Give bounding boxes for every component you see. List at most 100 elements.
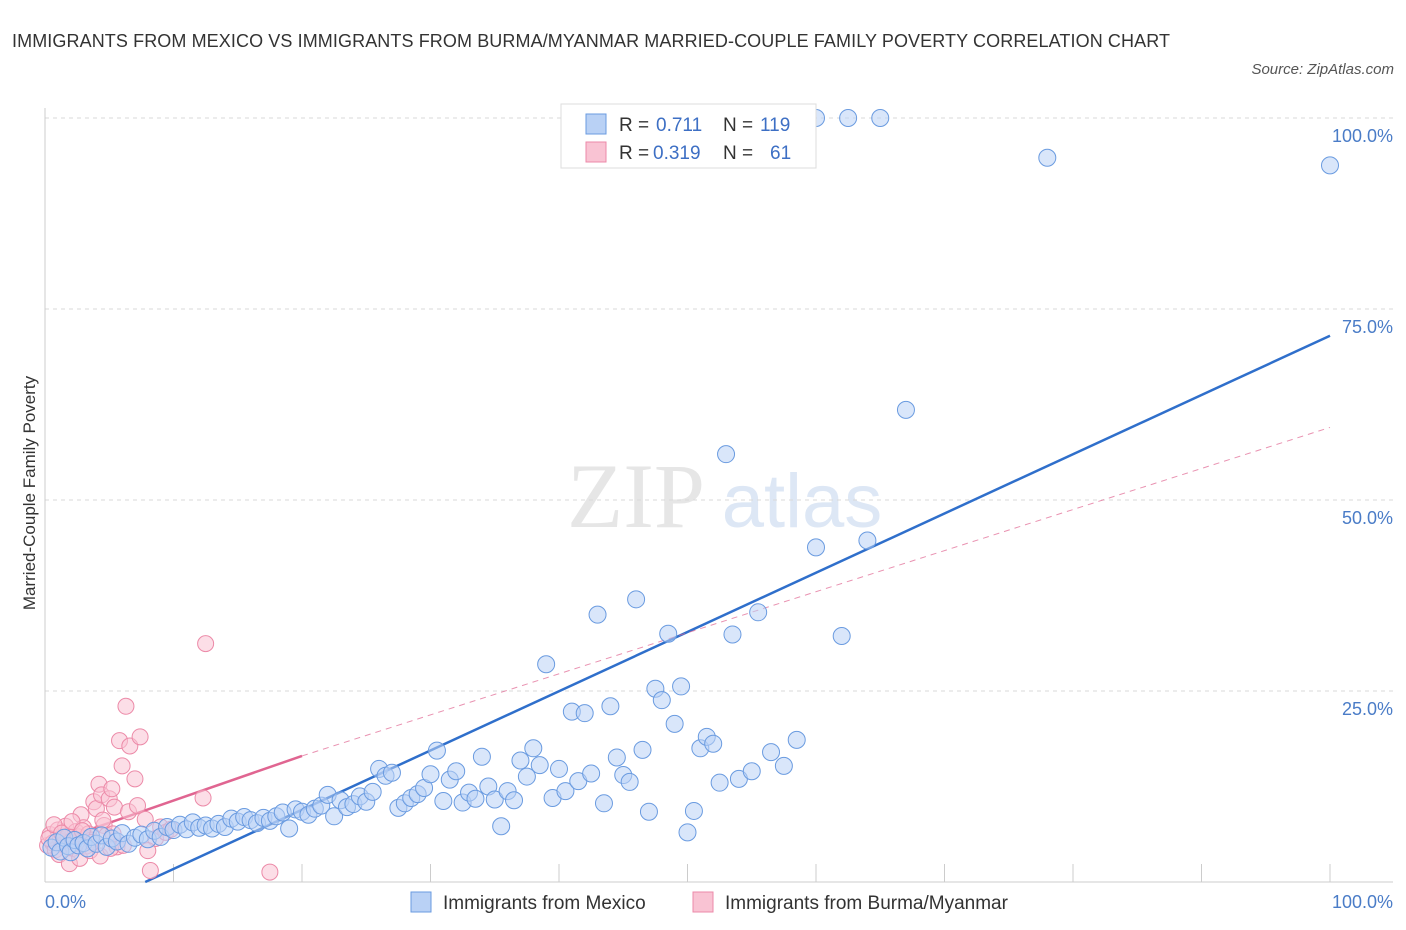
point-mexico-80: [524, 739, 543, 758]
trendline-group-mexico: [144, 334, 1331, 884]
point-burma-40: [197, 635, 215, 653]
point-mexico-118: [807, 538, 825, 557]
point-mexico-115: [762, 743, 781, 762]
legend-r-label-mexico: R =: [619, 115, 649, 136]
point-mexico-105: [684, 801, 703, 820]
point-mexico-79: [517, 767, 536, 786]
point-mexico-91: [594, 794, 613, 813]
point-mexico-125: [839, 109, 858, 127]
y-axis-title: Married-Couple Family Poverty: [20, 375, 39, 610]
legend-swatch-mexico: [585, 113, 607, 135]
point-mexico-49: [325, 807, 344, 826]
point-mexico-77: [505, 791, 524, 810]
y-tick-label-3: 100.0%: [1332, 126, 1393, 146]
point-mexico-58: [382, 763, 401, 782]
point-mexico-71: [466, 789, 485, 808]
x-tick-label-max: 100.0%: [1332, 892, 1393, 912]
point-mexico-74: [485, 790, 504, 809]
point-mexico-128: [1321, 156, 1339, 175]
point-mexico-92: [601, 697, 620, 716]
point-mexico-100: [652, 691, 671, 710]
point-mexico-82: [537, 655, 556, 674]
point-burma-29: [113, 757, 131, 775]
point-burma-56: [94, 811, 112, 829]
point-mexico-42: [280, 819, 299, 838]
point-burma-32: [126, 770, 144, 788]
point-mexico-104: [678, 823, 697, 842]
legend-r-mexico: 0.711: [656, 115, 702, 136]
point-mexico-64: [421, 765, 440, 784]
point-mexico-102: [665, 714, 684, 733]
point-mexico-85: [556, 782, 575, 801]
point-burma-26: [105, 798, 123, 816]
chart-title: IMMIGRANTS FROM MEXICO VS IMMIGRANTS FRO…: [12, 31, 1171, 51]
gridlines: [45, 117, 1393, 692]
point-mexico-116: [774, 756, 793, 775]
point-mexico-109: [710, 773, 729, 792]
point-mexico-120: [858, 531, 877, 550]
trendline-mexico: [144, 334, 1331, 884]
point-mexico-66: [434, 792, 453, 811]
point-mexico-108: [704, 734, 723, 753]
point-mexico-113: [742, 762, 761, 781]
point-mexico-93: [607, 748, 626, 767]
point-mexico-68: [447, 762, 466, 781]
legend-n-label-burma: N =: [723, 143, 753, 164]
point-mexico-111: [723, 625, 742, 644]
point-mexico-96: [627, 590, 646, 609]
point-mexico-81: [530, 756, 549, 775]
series-legend-swatch-burma: [692, 891, 714, 913]
point-mexico-101: [659, 624, 678, 643]
series-legend: Immigrants from Mexico Immigrants from B…: [410, 891, 1009, 914]
series-legend-swatch-mexico: [410, 891, 432, 913]
stats-legend: R = 0.711 N = 119 R = 0.319 N = 61: [560, 103, 817, 169]
series-legend-label-mexico: Immigrants from Mexico: [443, 893, 646, 914]
point-burma-42: [261, 863, 279, 881]
point-mexico-88: [575, 704, 594, 723]
point-mexico-98: [639, 802, 658, 821]
y-tick-label-1: 50.0%: [1342, 508, 1393, 528]
point-burma-33: [131, 728, 149, 746]
point-mexico-114: [749, 603, 768, 622]
axes: [44, 108, 1393, 883]
point-burma-41: [194, 789, 212, 807]
point-mexico-126: [871, 109, 890, 127]
point-mexico-117: [787, 730, 806, 749]
source-label: Source: ZipAtlas.com: [1251, 61, 1394, 78]
point-mexico-127: [1038, 148, 1057, 167]
point-mexico-97: [633, 740, 652, 759]
point-mexico-90: [588, 605, 607, 624]
series-legend-label-burma: Immigrants from Burma/Myanmar: [725, 893, 1009, 914]
y-tick-label-0: 25.0%: [1342, 699, 1393, 719]
legend-r-label-burma: R =: [619, 143, 649, 164]
point-mexico-84: [550, 759, 568, 778]
point-mexico-72: [472, 747, 491, 766]
point-mexico-95: [620, 772, 639, 791]
y-tick-labels: 25.0% 50.0% 75.0% 100.0%: [1332, 126, 1393, 719]
point-mexico-55: [363, 782, 382, 801]
point-mexico-89: [582, 764, 601, 783]
point-mexico-121: [896, 400, 915, 419]
legend-swatch-burma: [585, 141, 607, 163]
x-tick-label-min: 0.0%: [45, 892, 86, 912]
legend-r-burma: 0.319: [653, 143, 701, 164]
legend-n-label-mexico: N =: [723, 115, 753, 136]
point-mexico-78: [511, 751, 530, 770]
point-burma-25: [103, 780, 121, 798]
point-mexico-110: [717, 445, 736, 464]
legend-n-burma: 61: [770, 143, 791, 164]
point-burma-30: [117, 697, 135, 715]
points-group-mexico: [42, 109, 1339, 862]
point-mexico-119: [832, 626, 851, 645]
y-tick-label-2: 75.0%: [1342, 317, 1393, 337]
watermark-atlas: atlas: [722, 459, 883, 544]
trendline-burma-extension: [301, 426, 1331, 757]
watermark-zip: ZIP: [567, 445, 705, 547]
legend-n-mexico: 119: [760, 115, 790, 136]
point-burma-59: [129, 797, 147, 815]
point-mexico-103: [672, 677, 691, 696]
point-mexico-75: [492, 817, 511, 836]
point-mexico-65: [427, 741, 446, 760]
point-burma-35: [141, 862, 159, 880]
